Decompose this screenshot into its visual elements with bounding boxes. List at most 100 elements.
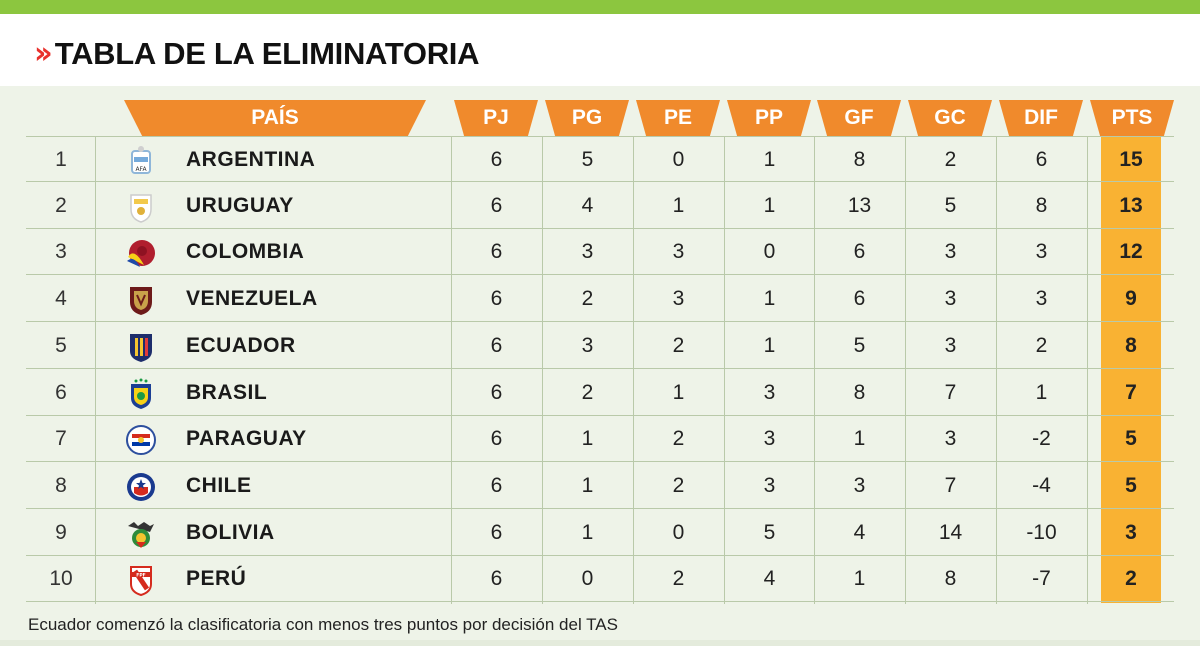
- stat-gf: 6: [853, 287, 866, 311]
- stat-pe: 2: [672, 473, 685, 497]
- colombia-crest-icon: [122, 237, 160, 269]
- team-name: COLOMBIA: [186, 240, 305, 264]
- stat-pe: 2: [672, 427, 685, 451]
- stat-gf: 3: [853, 473, 866, 497]
- column-divider: [542, 136, 543, 604]
- stat-pj: 6: [490, 333, 503, 357]
- stat-gf: 6: [853, 240, 866, 264]
- double-chevron-icon: ››: [34, 36, 53, 71]
- stat-gc: 14: [938, 520, 963, 544]
- stat-pp: 1: [763, 193, 776, 217]
- team-name: BOLIVIA: [186, 520, 275, 544]
- table-row: 10 FPF PERÚ 6 0 2 4 1 8 -7 2: [26, 556, 1174, 603]
- team-name: ARGENTINA: [186, 148, 316, 171]
- row-rank: 10: [49, 567, 73, 591]
- column-divider: [996, 136, 997, 604]
- stat-pg: 1: [581, 520, 594, 544]
- stat-pj: 6: [490, 427, 503, 451]
- stat-pj: 6: [490, 380, 503, 404]
- stat-gc: 7: [944, 473, 957, 497]
- stat-pj: 6: [490, 567, 503, 591]
- stat-dif: 1: [1035, 380, 1048, 404]
- stat-pe: 1: [672, 380, 685, 404]
- stat-pts: 15: [1119, 148, 1143, 171]
- stat-pg: 1: [581, 427, 594, 451]
- stat-gf: 8: [853, 148, 866, 171]
- stat-pts: 9: [1125, 287, 1137, 311]
- stat-pts: 12: [1119, 240, 1143, 264]
- table-row: 8 CHILE 6 1 2 3 3 7 -4 5: [26, 463, 1174, 509]
- stat-pp: 1: [763, 333, 776, 357]
- row-rank: 8: [55, 473, 67, 497]
- team-name: URUGUAY: [186, 193, 294, 217]
- stat-dif: -4: [1032, 473, 1051, 497]
- standings-table: PAÍS PJ PG PE PP GF GC DIF PTS 1 AFA ARGEN…: [0, 86, 1200, 606]
- stat-pts: 5: [1125, 427, 1137, 451]
- stat-pj: 6: [490, 473, 503, 497]
- header-pts: PTS: [1090, 100, 1174, 136]
- stat-gc: 5: [944, 193, 957, 217]
- paraguay-crest-icon: [122, 424, 160, 456]
- stat-pe: 1: [672, 193, 685, 217]
- stat-gc: 3: [944, 287, 957, 311]
- chile-crest-icon: [122, 471, 160, 503]
- stat-pg: 0: [581, 567, 594, 591]
- stat-pe: 0: [672, 148, 685, 171]
- stat-gc: 2: [944, 148, 957, 171]
- stat-pp: 3: [763, 427, 776, 451]
- stat-dif: 8: [1035, 193, 1048, 217]
- uruguay-crest-icon: [122, 191, 160, 223]
- header-gc: GC: [908, 100, 992, 136]
- stat-gc: 3: [944, 240, 957, 264]
- stat-gf: 8: [853, 380, 866, 404]
- row-rank: 6: [55, 380, 67, 404]
- stat-pts: 3: [1125, 520, 1137, 544]
- header-dif: DIF: [999, 100, 1083, 136]
- stat-pg: 1: [581, 473, 594, 497]
- stat-dif: 3: [1035, 287, 1048, 311]
- row-rank: 7: [55, 427, 67, 451]
- team-name: VENEZUELA: [186, 287, 318, 311]
- stat-pp: 1: [763, 287, 776, 311]
- stat-pts: 7: [1125, 380, 1137, 404]
- row-rank: 9: [55, 520, 67, 544]
- stat-pj: 6: [490, 240, 503, 264]
- stat-gf: 1: [853, 427, 866, 451]
- stat-pg: 3: [581, 240, 594, 264]
- footnote: Ecuador comenzó la clasificatoria con me…: [28, 615, 618, 634]
- stat-pg: 5: [581, 148, 594, 171]
- column-divider: [451, 136, 452, 604]
- stat-pe: 0: [672, 520, 685, 544]
- stat-pp: 0: [763, 240, 776, 264]
- column-divider: [95, 136, 96, 604]
- argentina-crest-icon: AFA: [122, 145, 160, 177]
- bottom-strip: [0, 640, 1200, 646]
- header-pg: PG: [545, 100, 629, 136]
- team-name: CHILE: [186, 473, 252, 497]
- table-row: 5 ECUADOR 6 3 2 1 5 3 2 8: [26, 323, 1174, 369]
- stat-pg: 3: [581, 333, 594, 357]
- header-pp: PP: [727, 100, 811, 136]
- header-pais: PAÍS: [124, 100, 426, 136]
- stat-pts: 13: [1119, 193, 1143, 217]
- bolivia-crest-icon: [122, 518, 160, 550]
- stat-gc: 3: [944, 333, 957, 357]
- stat-pe: 3: [672, 240, 685, 264]
- header-pj: PJ: [454, 100, 538, 136]
- team-name: BRASIL: [186, 380, 268, 404]
- stat-gc: 8: [944, 567, 957, 591]
- stat-gf: 4: [853, 520, 866, 544]
- stat-gc: 7: [944, 380, 957, 404]
- stat-pj: 6: [490, 287, 503, 311]
- table-row: 4 VENEZUELA 6 2 3 1 6 3 3 9: [26, 276, 1174, 323]
- header-gf: GF: [817, 100, 901, 136]
- table-row: 3 COLOMBIA 6 3 3 0 6 3 3 12: [26, 229, 1174, 276]
- stat-pg: 2: [581, 380, 594, 404]
- column-divider: [724, 136, 725, 604]
- table-row: 7 PARAGUAY 6 1 2 3 1 3 -2 5: [26, 416, 1174, 463]
- stat-pp: 3: [763, 380, 776, 404]
- stat-pts: 8: [1125, 333, 1137, 357]
- table-row: 1 AFA ARGENTINA 6 5 0 1 8 2 6 15: [26, 136, 1174, 182]
- stat-dif: -10: [1026, 520, 1057, 544]
- team-name: PARAGUAY: [186, 427, 307, 451]
